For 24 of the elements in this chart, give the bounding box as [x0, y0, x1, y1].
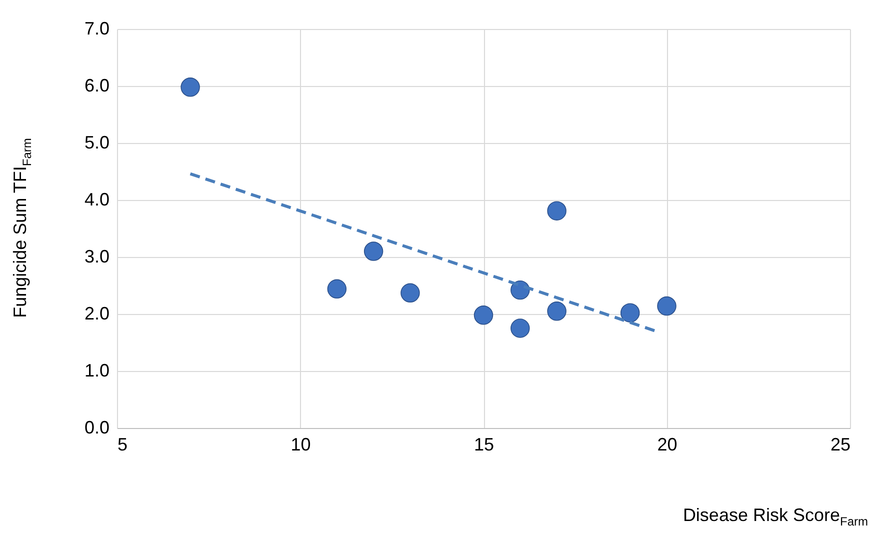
y-tick-label: 7.0	[84, 18, 110, 38]
x-tick-label: 15	[474, 434, 494, 454]
point	[474, 306, 494, 325]
y-tick-label: 6.0	[84, 76, 110, 96]
point	[180, 78, 200, 97]
y-tick-label: 1.0	[84, 360, 110, 380]
point	[364, 242, 384, 261]
y-tick-label: 0.0	[84, 418, 110, 438]
point	[657, 296, 676, 316]
point	[547, 302, 566, 321]
y-tick-label: 5.0	[84, 132, 110, 152]
y-tick-label: 3.0	[84, 246, 110, 266]
point	[510, 318, 530, 338]
y-tick-label: 2.0	[84, 304, 110, 324]
point	[400, 283, 420, 303]
point	[547, 201, 566, 220]
x-tick-label: 25	[830, 434, 850, 454]
point	[327, 279, 347, 299]
point	[620, 303, 640, 322]
x-axis-title: Disease Risk Score$_{Farm}$	[682, 505, 868, 529]
y-tick-label: 4.0	[84, 190, 110, 210]
x-tick-label: 20	[657, 434, 678, 454]
x-tick-label: 5	[118, 434, 128, 454]
x-tick-label: 10	[290, 434, 311, 454]
